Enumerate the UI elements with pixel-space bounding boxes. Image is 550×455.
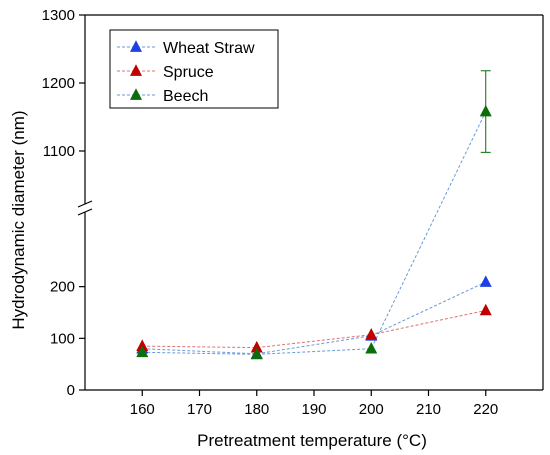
legend: Wheat Straw Spruce Beech bbox=[109, 29, 279, 109]
legend-marker bbox=[130, 64, 142, 76]
y-tick-label: 1300 bbox=[42, 7, 75, 24]
axis-break-mark bbox=[77, 200, 93, 208]
legend-label: Wheat Straw bbox=[163, 40, 255, 57]
series-line bbox=[142, 111, 487, 355]
y-tick-label: 0 bbox=[67, 382, 75, 399]
legend-label: Beech bbox=[163, 88, 208, 105]
y-tick-label: 200 bbox=[50, 279, 75, 296]
data-point bbox=[365, 341, 378, 354]
x-axis-ticks: 160 170 180 190 200 210 220 bbox=[130, 390, 498, 418]
data-point bbox=[136, 339, 149, 351]
y-tick-label: 100 bbox=[50, 330, 75, 347]
legend-label: Spruce bbox=[163, 64, 214, 81]
x-tick-label: 190 bbox=[301, 401, 326, 418]
data-point bbox=[365, 328, 378, 340]
data-point bbox=[136, 345, 149, 358]
x-tick-label: 160 bbox=[130, 401, 155, 418]
y-tick-label: 1100 bbox=[43, 143, 75, 160]
data-point bbox=[479, 275, 492, 287]
series-line bbox=[142, 309, 486, 349]
legend-marker bbox=[130, 88, 142, 100]
x-tick-label: 220 bbox=[473, 401, 498, 418]
series-layer bbox=[136, 70, 492, 360]
axis-break-mark bbox=[77, 208, 93, 216]
x-tick-label: 170 bbox=[187, 401, 212, 418]
x-tick-label: 210 bbox=[416, 401, 441, 418]
series-line bbox=[142, 281, 486, 355]
legend-marker bbox=[130, 40, 142, 52]
data-point bbox=[479, 104, 492, 117]
data-point bbox=[479, 303, 492, 316]
y-axis-ticks: 0 100 200 1100 1200 1300 bbox=[42, 7, 85, 399]
data-point bbox=[250, 340, 263, 353]
x-tick-label: 180 bbox=[244, 401, 269, 418]
y-tick-label: 1200 bbox=[42, 75, 75, 92]
x-tick-label: 200 bbox=[359, 401, 384, 418]
data-point bbox=[250, 347, 263, 360]
y-axis-title: Hydrodynamic diameter (nm) bbox=[9, 110, 28, 329]
x-axis-title: Pretreatment temperature (°C) bbox=[197, 431, 427, 450]
